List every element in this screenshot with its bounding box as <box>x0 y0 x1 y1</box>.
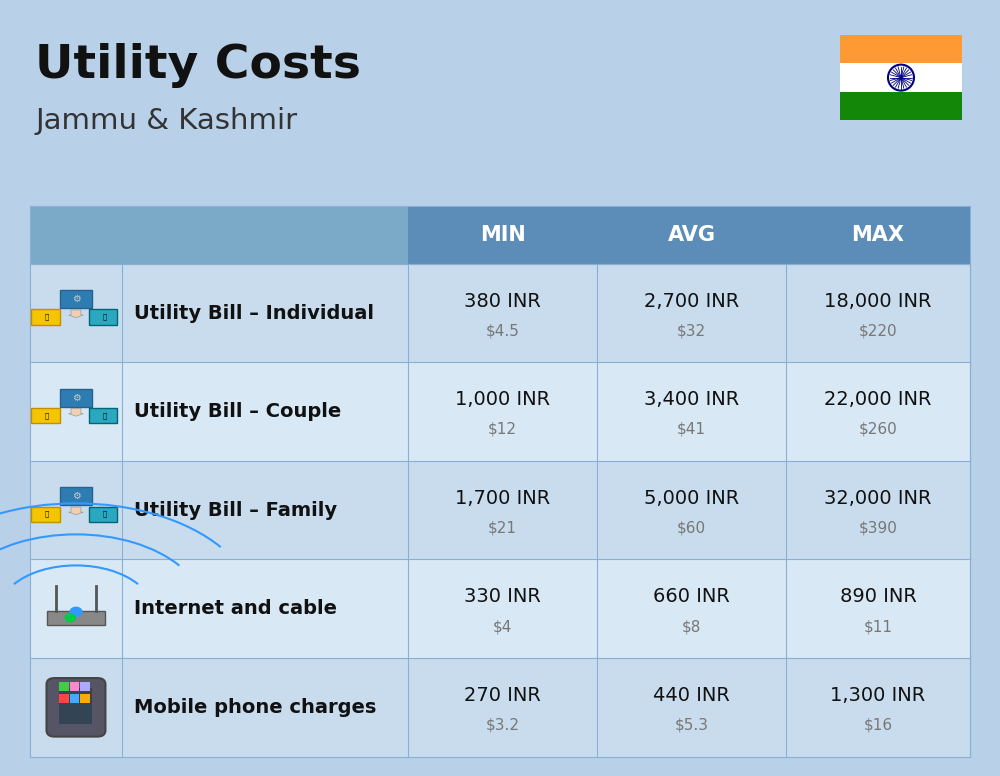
FancyArrow shape <box>69 408 83 416</box>
Circle shape <box>65 614 75 622</box>
Text: $260: $260 <box>859 422 897 437</box>
Text: 💧: 💧 <box>103 314 107 320</box>
Text: ⚙: ⚙ <box>72 491 80 501</box>
Bar <box>840 64 962 92</box>
Bar <box>30 264 970 362</box>
Text: ⚙: ⚙ <box>72 393 80 403</box>
Text: Utility Bill – Family: Utility Bill – Family <box>134 501 337 520</box>
Text: Utility Bill – Couple: Utility Bill – Couple <box>134 402 341 421</box>
Bar <box>47 611 105 625</box>
Text: $41: $41 <box>677 422 706 437</box>
Text: 🔌: 🔌 <box>45 314 49 320</box>
Text: 💧: 💧 <box>103 412 107 419</box>
Text: 32,000 INR: 32,000 INR <box>824 489 932 508</box>
Text: 2,700 INR: 2,700 INR <box>644 292 739 311</box>
Bar <box>840 35 962 64</box>
Text: 3,400 INR: 3,400 INR <box>644 390 739 410</box>
Text: 270 INR: 270 INR <box>464 686 541 705</box>
Text: 660 INR: 660 INR <box>653 587 730 607</box>
Bar <box>60 389 92 407</box>
Text: 22,000 INR: 22,000 INR <box>824 390 932 410</box>
Bar <box>122 206 408 264</box>
Text: 5,000 INR: 5,000 INR <box>644 489 739 508</box>
Text: 330 INR: 330 INR <box>464 587 541 607</box>
Text: 🔌: 🔌 <box>45 511 49 518</box>
Bar <box>80 681 90 691</box>
Text: 18,000 INR: 18,000 INR <box>824 292 932 311</box>
Text: Internet and cable: Internet and cable <box>134 599 337 618</box>
Bar <box>89 310 117 324</box>
Bar <box>30 362 970 461</box>
Text: $60: $60 <box>677 521 706 535</box>
Bar <box>60 487 92 505</box>
Text: AVG: AVG <box>668 225 716 244</box>
Circle shape <box>70 608 82 617</box>
Bar <box>70 681 79 691</box>
Text: $21: $21 <box>488 521 517 535</box>
Bar <box>89 408 117 423</box>
Text: $11: $11 <box>864 619 893 634</box>
Bar <box>59 688 92 724</box>
Text: MAX: MAX <box>852 225 905 244</box>
Bar <box>597 206 786 264</box>
Bar <box>80 694 90 703</box>
Bar <box>31 408 60 423</box>
Text: MIN: MIN <box>480 225 525 244</box>
Bar <box>31 507 60 521</box>
Text: 440 INR: 440 INR <box>653 686 730 705</box>
Text: $4: $4 <box>493 619 512 634</box>
Text: 💧: 💧 <box>103 511 107 518</box>
Bar <box>70 694 79 703</box>
Bar <box>408 206 597 264</box>
FancyArrow shape <box>69 310 83 317</box>
Text: 1,700 INR: 1,700 INR <box>455 489 550 508</box>
Bar <box>59 681 69 691</box>
Text: ⚙: ⚙ <box>72 294 80 304</box>
Bar <box>89 507 117 521</box>
Bar <box>30 461 970 559</box>
Text: 380 INR: 380 INR <box>464 292 541 311</box>
Text: Utility Bill – Individual: Utility Bill – Individual <box>134 303 374 323</box>
Text: $220: $220 <box>859 324 897 338</box>
Bar <box>30 658 970 757</box>
Text: Utility Costs: Utility Costs <box>35 43 361 88</box>
Bar <box>30 206 122 264</box>
Bar <box>31 310 60 324</box>
Text: $3.2: $3.2 <box>486 718 520 733</box>
Bar <box>60 290 92 308</box>
Text: $5.3: $5.3 <box>675 718 709 733</box>
Text: 1,000 INR: 1,000 INR <box>455 390 550 410</box>
Text: $32: $32 <box>677 324 706 338</box>
Text: $390: $390 <box>859 521 897 535</box>
Text: 1,300 INR: 1,300 INR <box>830 686 926 705</box>
FancyArrow shape <box>69 507 83 514</box>
Text: Jammu & Kashmir: Jammu & Kashmir <box>35 107 297 135</box>
Text: 890 INR: 890 INR <box>840 587 916 607</box>
Text: 🔌: 🔌 <box>45 412 49 419</box>
Bar <box>840 92 962 120</box>
Bar <box>59 694 69 703</box>
Text: $4.5: $4.5 <box>486 324 519 338</box>
Text: Mobile phone charges: Mobile phone charges <box>134 698 376 717</box>
Bar <box>30 559 970 658</box>
Text: $12: $12 <box>488 422 517 437</box>
FancyBboxPatch shape <box>47 678 105 736</box>
Text: $8: $8 <box>682 619 701 634</box>
Bar <box>786 206 970 264</box>
Text: $16: $16 <box>863 718 893 733</box>
